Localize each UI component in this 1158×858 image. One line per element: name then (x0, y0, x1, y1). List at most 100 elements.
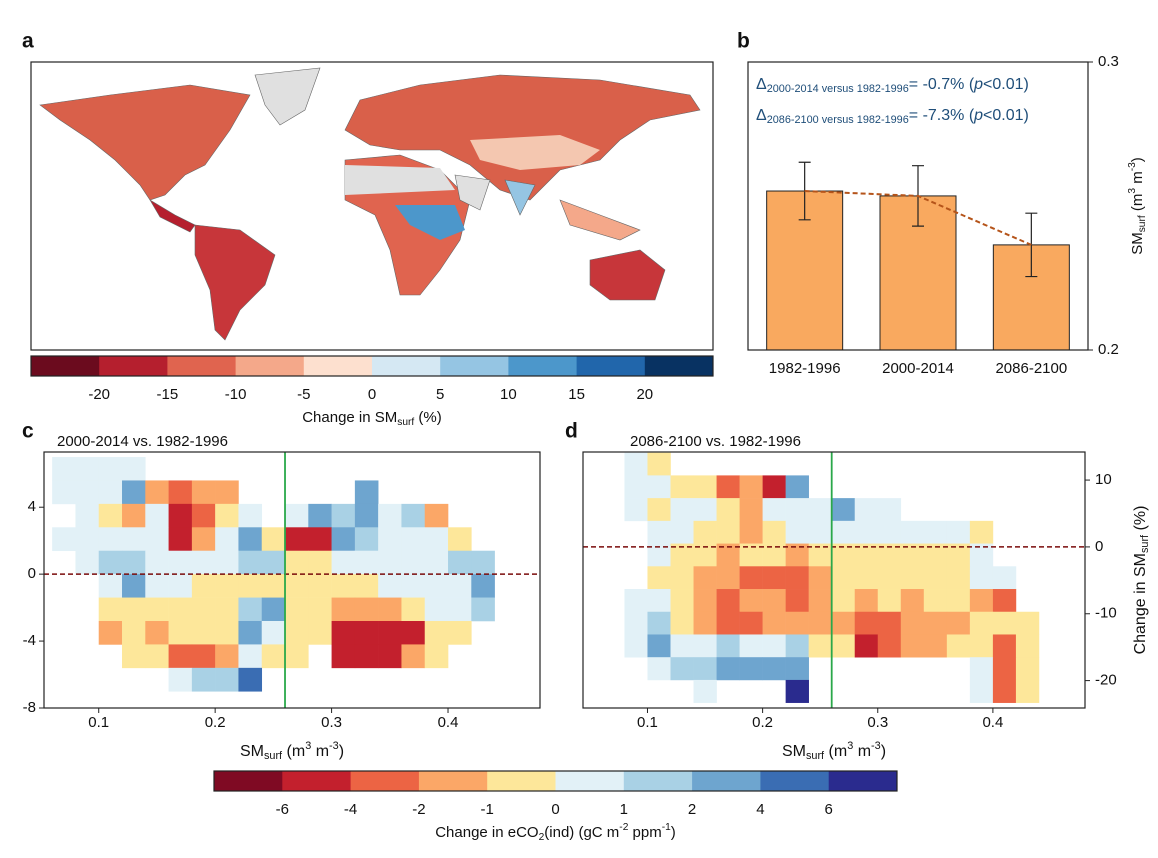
label-part: Change in SM (1132, 553, 1149, 654)
heat-cell (168, 620, 193, 645)
land (254, 67, 321, 126)
colorbar-swatch (303, 356, 373, 376)
colorbar-frame (30, 355, 714, 377)
heat-cell (624, 634, 648, 658)
colorbar-tick-label: -2 (412, 801, 425, 818)
label-part: surf (1139, 534, 1151, 553)
heat-cell (854, 589, 879, 613)
heat-cell (1015, 611, 1040, 635)
heat-cell (693, 657, 717, 681)
heat-cell (716, 634, 740, 658)
heat-cell (191, 574, 216, 598)
label-part: Change in eCO (435, 824, 538, 841)
heat-cell (308, 550, 332, 575)
heat-cell (992, 611, 1017, 635)
heat-cell (448, 620, 472, 645)
heat-cell (424, 574, 449, 598)
heat-cell (401, 620, 426, 645)
x-tick-label: 0.4 (982, 714, 1003, 731)
x-tick-label: 2086-2100 (995, 360, 1067, 377)
y-tick-label: -10 (1095, 605, 1117, 622)
heat-cell (145, 644, 169, 669)
heat-cell (946, 520, 971, 544)
label-part: surf (806, 750, 825, 762)
heat-cell (98, 597, 123, 622)
heat-cell (969, 634, 994, 658)
land (395, 205, 465, 240)
heat-cell (378, 550, 402, 575)
heat-cell (122, 480, 146, 505)
colorbar-swatch (31, 356, 100, 376)
label-part: <0.01) (983, 107, 1029, 124)
heat-cell (448, 597, 472, 622)
heat-cell (739, 634, 763, 658)
heat-cell (308, 527, 332, 552)
heat-cell (969, 520, 994, 544)
heat-cell (647, 520, 671, 544)
heat-cell (98, 550, 123, 575)
label-part: Δ (756, 76, 767, 93)
heat-cell (238, 620, 263, 645)
y-tick-label: 0.3 (1098, 53, 1119, 70)
heat-cell (424, 644, 449, 669)
land (149, 199, 196, 233)
colorbar-tick-label: -1 (481, 801, 494, 818)
heat-cell (831, 566, 856, 590)
heat-cell (424, 597, 449, 622)
y-tick-label: 10 (1095, 471, 1112, 488)
colorbar-tick-label: 15 (568, 386, 585, 403)
panel-label: a (22, 30, 34, 53)
label-part: (m (282, 743, 305, 760)
colorbar-swatch (760, 771, 830, 791)
label-part: p (973, 107, 983, 124)
heat-cell (98, 480, 123, 505)
label-part: (m (1129, 194, 1146, 216)
heat-cell (215, 527, 239, 552)
label-part: = -0.7% ( (909, 76, 975, 93)
heat-cell (946, 634, 971, 658)
panel-label: d (565, 420, 578, 443)
colorbar-swatch (235, 356, 305, 376)
heat-cell (401, 597, 426, 622)
heat-cell (831, 634, 856, 658)
y-axis-label: Change in SMsurf (%) (1132, 506, 1151, 655)
colorbar-swatch (692, 771, 761, 791)
heat-cell (808, 520, 832, 544)
heat-cell (831, 498, 856, 522)
heat-cell (354, 527, 379, 552)
label-part: surf (397, 417, 414, 428)
heat-cell (424, 620, 449, 645)
heat-cell (693, 498, 717, 522)
heat-cell (238, 597, 263, 622)
colorbar-swatch (576, 356, 646, 376)
label-part: (ind) (gC m (544, 824, 619, 841)
heat-cell (215, 620, 239, 645)
heat-cell (191, 480, 216, 505)
y-tick-label: -8 (23, 699, 36, 716)
colorbar-swatch (508, 356, 578, 376)
heat-cell (762, 634, 786, 658)
heat-cell (739, 657, 763, 681)
heat-cell (191, 527, 216, 552)
label-part: ) (339, 743, 344, 760)
colorbar-swatch (418, 771, 488, 791)
heat-cell (331, 620, 356, 645)
colorbar-label: Change in eCO2(ind) (gC m-2 ppm-1) (435, 822, 676, 843)
heat-cell (647, 611, 671, 635)
x-tick-label: 0.1 (88, 714, 109, 731)
heat-cell (739, 566, 763, 590)
heat-cell (308, 503, 332, 528)
heat-cell (693, 611, 717, 635)
plot-frame (747, 61, 1089, 351)
colorbar-tick-label: 1 (620, 801, 628, 818)
colorbar-swatch (644, 356, 714, 376)
heat-cell (378, 644, 402, 669)
label-part: m (1129, 171, 1146, 188)
x-tick-label: 0.2 (205, 714, 226, 731)
heat-cell (331, 644, 356, 669)
colorbar-label: Change in SMsurf (%) (302, 409, 442, 428)
heat-cell (168, 480, 193, 505)
heat-cell (448, 574, 472, 598)
heat-cell (762, 611, 786, 635)
heat-cell (877, 611, 902, 635)
